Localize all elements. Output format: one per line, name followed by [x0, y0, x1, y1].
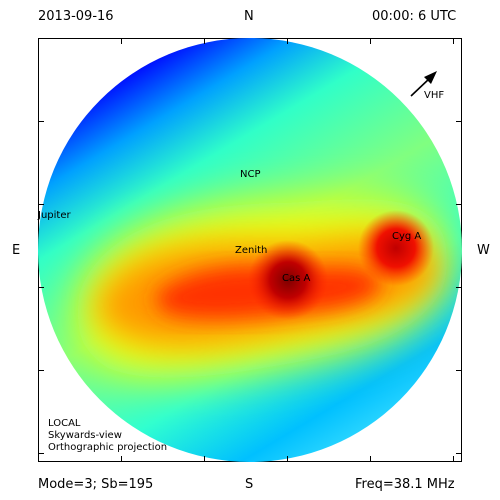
tick-top-4	[370, 38, 371, 44]
tick-right-1	[456, 121, 462, 122]
tick-top-3	[287, 38, 288, 44]
tick-bottom-4	[370, 456, 371, 462]
tick-left-3	[38, 287, 44, 288]
west-label: W	[477, 243, 490, 258]
south-label: S	[245, 477, 254, 492]
freq-label: Freq=38.1 MHz	[355, 477, 455, 492]
tick-bottom-1	[121, 456, 122, 462]
tick-right-3	[456, 287, 462, 288]
tick-left-1	[38, 121, 44, 122]
ncp-label: NCP	[240, 169, 261, 180]
legend-line-3: Orthographic projection	[48, 442, 168, 453]
north-label: N	[244, 9, 254, 24]
tick-bottom-5	[453, 456, 454, 462]
mode-label: Mode=3; Sb=195	[38, 477, 154, 492]
east-label: E	[12, 243, 21, 258]
tick-bottom-2	[204, 456, 205, 462]
time-label: 00:00: 6 UTC	[372, 9, 457, 24]
legend-line-1: LOCAL	[48, 418, 81, 429]
tick-right-4	[456, 370, 462, 371]
cyg-a-label: Cyg A	[392, 231, 422, 242]
tick-left-4	[38, 370, 44, 371]
tick-right-2	[456, 204, 462, 205]
tick-left-2	[38, 204, 44, 205]
tick-right-5	[456, 453, 462, 454]
zenith-label: Zenith	[235, 245, 268, 256]
tick-bottom-3	[287, 456, 288, 462]
tick-left-5	[38, 453, 44, 454]
sky-map	[38, 38, 462, 462]
cas-a-label: Cas A	[282, 273, 311, 284]
tick-top-5	[453, 38, 454, 44]
tick-top-1	[121, 38, 122, 44]
vhf-arrow-icon	[410, 71, 437, 97]
date-label: 2013-09-16	[38, 9, 114, 24]
legend-line-2: Skywards-view	[48, 430, 122, 441]
vhf-label: VHF	[424, 90, 445, 101]
jupiter-label: Jupiter	[38, 210, 71, 221]
tick-top-2	[204, 38, 205, 44]
